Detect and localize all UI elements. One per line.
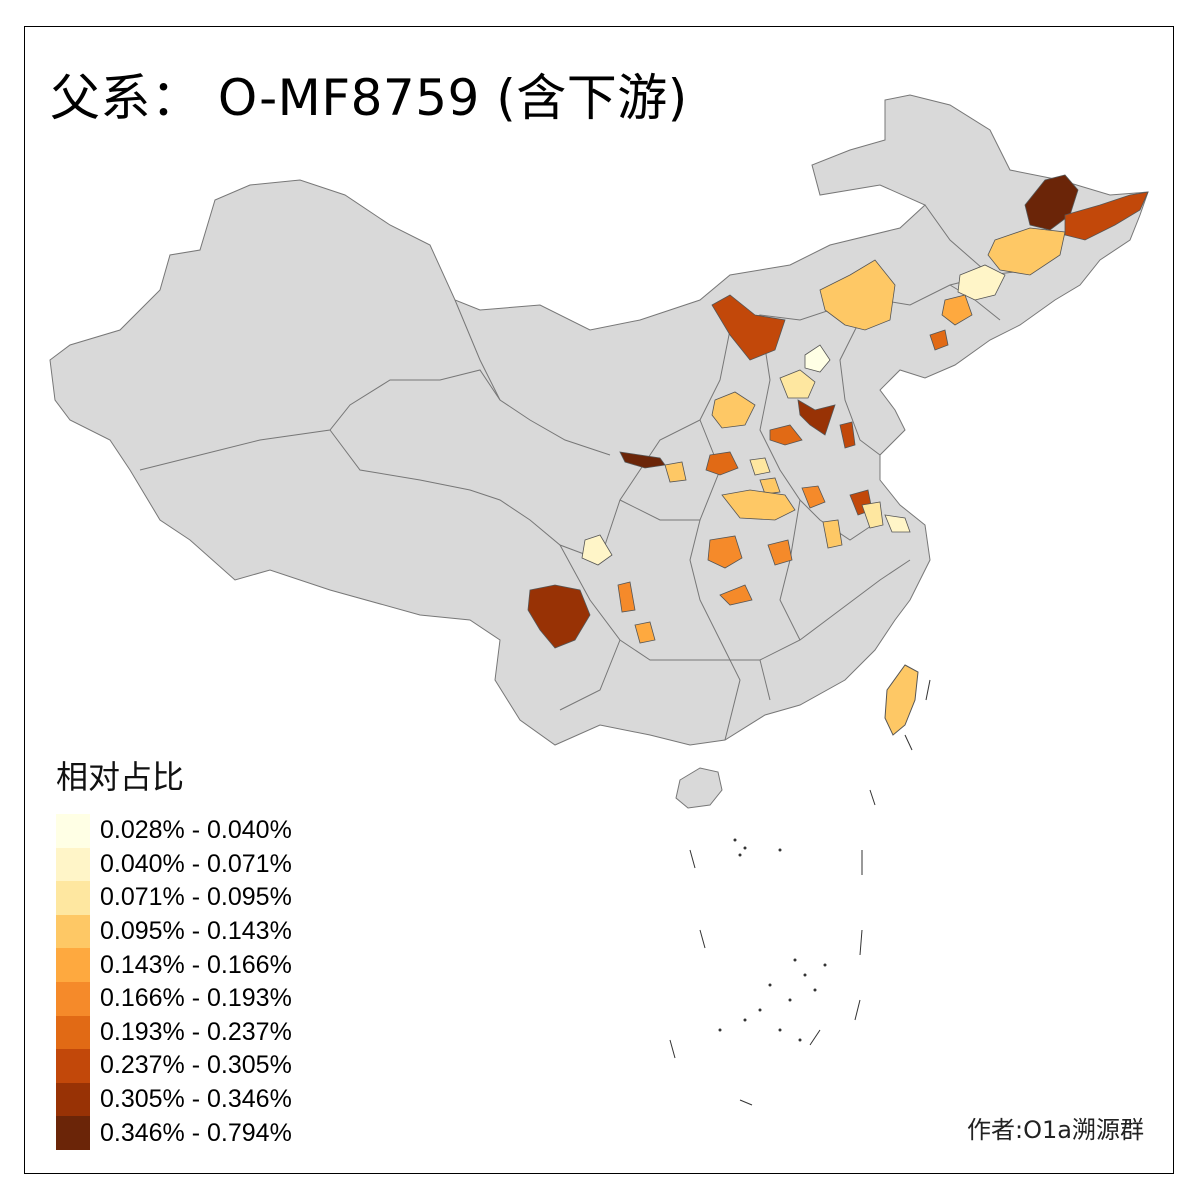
legend-label: 0.071% - 0.095% (100, 883, 292, 912)
legend-item: 0.166% - 0.193% (56, 981, 292, 1016)
legend-label: 0.346% - 0.794% (100, 1118, 292, 1147)
map-title: 父系： O-MF8759 (含下游) (50, 69, 688, 127)
legend-item: 0.346% - 0.794% (56, 1116, 292, 1150)
legend-label: 0.143% - 0.166% (100, 950, 292, 979)
legend-swatch (56, 814, 90, 848)
legend-item: 0.237% - 0.305% (56, 1049, 292, 1083)
legend-swatch (56, 1049, 90, 1083)
legend-swatch (56, 847, 90, 882)
legend-label: 0.237% - 0.305% (100, 1051, 292, 1080)
highlighted-prefectures (527, 174, 1149, 649)
legend-item: 0.305% - 0.346% (56, 1082, 292, 1117)
legend-swatch (56, 1082, 90, 1117)
taiwan-region (884, 664, 919, 736)
legend-item: 0.040% - 0.071% (56, 847, 292, 882)
legend-swatch (56, 981, 90, 1016)
china-mainland (49, 94, 1149, 746)
island-dots (718, 838, 827, 1042)
legend-item: 0.095% - 0.143% (56, 914, 292, 949)
legend-swatch (56, 1015, 90, 1050)
legend-label: 0.095% - 0.143% (100, 917, 292, 946)
legend-item: 0.193% - 0.237% (56, 1015, 292, 1050)
legend-swatch (56, 881, 90, 915)
hainan-island (675, 767, 723, 809)
legend-item: 0.028% - 0.040% (56, 814, 292, 848)
legend-title: 相对占比 (56, 758, 185, 796)
legend-label: 0.305% - 0.346% (100, 1085, 292, 1114)
legend-item: 0.143% - 0.166% (56, 948, 292, 982)
legend-label: 0.166% - 0.193% (100, 984, 292, 1013)
legend-label: 0.193% - 0.237% (100, 1017, 292, 1046)
legend-label: 0.040% - 0.071% (100, 849, 292, 878)
legend: 相对占比 0.028% - 0.040% 0.040% - 0.071% 0.071… (56, 752, 292, 1150)
south-china-sea-islands (669, 679, 931, 1106)
legend-item: 0.071% - 0.095% (56, 881, 292, 915)
legend-rows: 0.028% - 0.040% 0.040% - 0.071% 0.071% - 0… (56, 814, 292, 1150)
author-credit: 作者:O1a溯源群 (967, 1116, 1144, 1144)
legend-label: 0.028% - 0.040% (100, 816, 292, 845)
legend-swatch (56, 948, 90, 982)
legend-swatch (56, 914, 90, 949)
legend-swatch (56, 1116, 90, 1150)
